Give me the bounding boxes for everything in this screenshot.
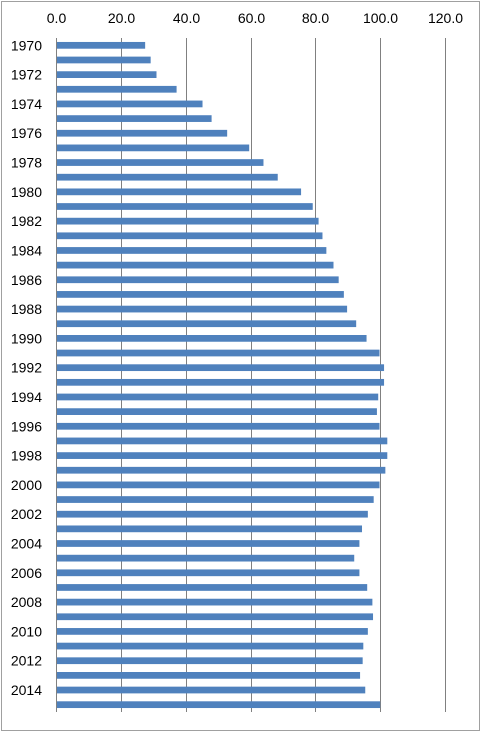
y-tick-label-2000: 2000	[11, 477, 42, 493]
bars	[57, 41, 388, 709]
bar-1983	[57, 232, 323, 240]
bar-2009	[57, 613, 374, 621]
y-tick-label-1992: 1992	[11, 360, 42, 376]
bar-2006	[57, 569, 360, 577]
bar-1975	[57, 115, 212, 122]
x-axis-tick-labels: 0.0 20.0 40.0 60.0 80.0 100.0 120.0	[47, 10, 463, 26]
bar-1992	[57, 364, 385, 372]
bar-1986	[57, 276, 339, 284]
bar-2015	[57, 701, 381, 709]
bar-2000	[57, 481, 380, 489]
x-tick-label-3: 60.0	[238, 10, 265, 26]
x-tick-label-4: 80.0	[302, 10, 329, 26]
bar-1993	[57, 378, 385, 386]
bar-2003	[57, 525, 363, 533]
y-tick-label-1974: 1974	[11, 96, 42, 112]
y-tick-label-2010: 2010	[11, 623, 42, 639]
y-tick-label-1988: 1988	[11, 301, 42, 317]
y-tick-label-1978: 1978	[11, 155, 42, 171]
bar-2010	[57, 628, 368, 635]
x-tick-label-1: 20.0	[108, 10, 135, 26]
bar-1972	[57, 71, 157, 78]
bar-2002	[57, 510, 368, 518]
bar-1974	[57, 100, 203, 108]
bar-2005	[57, 554, 355, 562]
bar-1995	[57, 408, 377, 415]
bar-1981	[57, 203, 313, 210]
bar-1996	[57, 422, 380, 430]
bar-1987	[57, 291, 344, 298]
bar-1988	[57, 305, 348, 313]
y-tick-label-1980: 1980	[11, 184, 42, 200]
bar-2004	[57, 540, 360, 547]
x-tick-label-0: 0.0	[47, 10, 67, 26]
y-tick-label-2008: 2008	[11, 594, 42, 610]
bar-1984	[57, 247, 327, 254]
bar-1990	[57, 335, 367, 342]
bar-2012	[57, 657, 363, 665]
bar-1982	[57, 217, 319, 225]
bar-2011	[57, 642, 364, 650]
bar-1994	[57, 393, 379, 401]
bar-1980	[57, 188, 302, 196]
bar-1997	[57, 437, 388, 445]
bar-1989	[57, 320, 357, 328]
y-tick-label-1984: 1984	[11, 242, 42, 258]
bar-1991	[57, 349, 380, 357]
bar-1998	[57, 452, 388, 459]
y-tick-label-1972: 1972	[11, 67, 42, 83]
y-tick-label-1994: 1994	[11, 389, 42, 405]
bar-2008	[57, 598, 373, 606]
x-tick-label-5: 100.0	[363, 10, 398, 26]
x-tick-label-6: 120.0	[428, 10, 463, 26]
bar-2007	[57, 584, 368, 591]
y-tick-label-1986: 1986	[11, 272, 42, 288]
bar-2001	[57, 496, 374, 503]
y-tick-label-1998: 1998	[11, 448, 42, 464]
x-tick-label-2: 40.0	[173, 10, 200, 26]
bar-1973	[57, 85, 177, 93]
y-tick-label-2014: 2014	[11, 682, 42, 698]
y-tick-label-2012: 2012	[11, 653, 42, 669]
bar-1976	[57, 129, 228, 137]
y-axis-tick-labels: 1970 1972 1974 1976 1978 1980 1982 1984 1986 1988…	[11, 37, 42, 698]
bar-1978	[57, 159, 264, 166]
y-tick-label-2006: 2006	[11, 565, 42, 581]
y-tick-label-2002: 2002	[11, 506, 42, 522]
y-tick-label-1970: 1970	[11, 37, 42, 53]
bar-1977	[57, 144, 250, 152]
bar-1979	[57, 173, 278, 181]
bar-2014	[57, 686, 366, 694]
bar-1970	[57, 41, 146, 49]
y-tick-label-1996: 1996	[11, 418, 42, 434]
y-tick-label-1990: 1990	[11, 330, 42, 346]
bar-1971	[57, 56, 151, 64]
bar-2013	[57, 672, 361, 679]
gridlines	[56, 38, 446, 712]
bar-1985	[57, 261, 334, 269]
y-tick-label-1982: 1982	[11, 213, 42, 229]
bar-1999	[57, 466, 386, 474]
y-tick-label-2004: 2004	[11, 536, 42, 552]
y-tick-label-1976: 1976	[11, 125, 42, 141]
